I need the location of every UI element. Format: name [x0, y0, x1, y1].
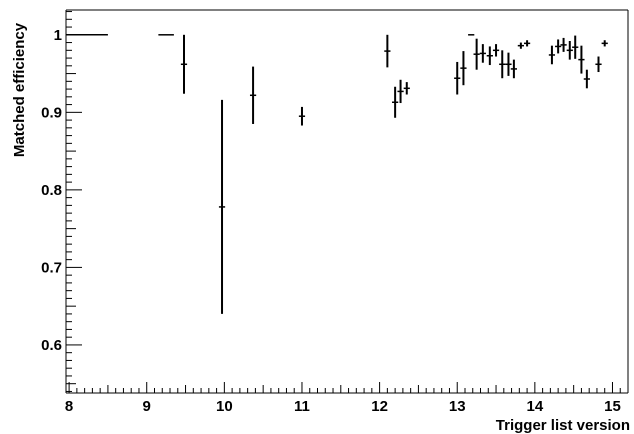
x-tick-label: 14: [527, 398, 544, 415]
data-point: [560, 37, 567, 52]
y-axis-ticks: [66, 11, 82, 392]
data-point: [403, 82, 410, 95]
y-tick-label: 1: [54, 27, 62, 44]
data-point: [180, 34, 188, 94]
x-tick-label: 10: [216, 398, 233, 415]
data-point: [555, 39, 562, 54]
data-point: [298, 106, 306, 126]
data-point: [523, 40, 531, 47]
data-point: [249, 66, 257, 124]
data-point: [384, 34, 391, 68]
data-point: [505, 52, 512, 76]
data-point: [583, 69, 590, 89]
data-point: [392, 86, 399, 118]
data-point: [460, 51, 467, 86]
data-point: [595, 56, 602, 73]
y-tick-label: 0.7: [41, 259, 62, 276]
data-point: [566, 41, 573, 60]
data-point: [601, 40, 608, 47]
x-axis-tick-labels: 8 9 10 11 12 13 14 15: [65, 398, 621, 415]
data-point: [492, 44, 500, 57]
data-point: [473, 38, 480, 70]
plot-frame: [65, 9, 629, 394]
x-tick-label: 11: [294, 398, 310, 415]
y-tick-label: 0.6: [41, 337, 62, 354]
x-axis-title: Trigger list version: [496, 417, 630, 434]
x-tick-label: 13: [449, 398, 466, 415]
x-axis-ticks: [68, 382, 629, 393]
y-tick-label: 0.8: [41, 182, 62, 199]
data-point: [548, 45, 556, 65]
data-points: [66, 34, 608, 314]
x-tick-label: 9: [143, 398, 151, 415]
y-tick-label: 0.9: [41, 104, 62, 121]
data-point: [572, 35, 579, 59]
data-point: [397, 79, 404, 104]
data-point: [218, 99, 226, 314]
y-axis-title: Matched efficiency: [11, 22, 28, 157]
data-point: [517, 42, 524, 49]
data-point: [479, 44, 486, 63]
x-tick-label: 15: [604, 398, 621, 415]
data-point: [499, 50, 506, 79]
x-tick-label: 8: [65, 398, 73, 415]
x-tick-label: 12: [371, 398, 388, 415]
data-point: [510, 59, 517, 79]
data-point: [454, 61, 461, 95]
y-axis-tick-labels: 0.6 0.7 0.8 0.9 1: [41, 27, 62, 354]
data-point: [486, 46, 493, 66]
data-point: [578, 45, 585, 74]
